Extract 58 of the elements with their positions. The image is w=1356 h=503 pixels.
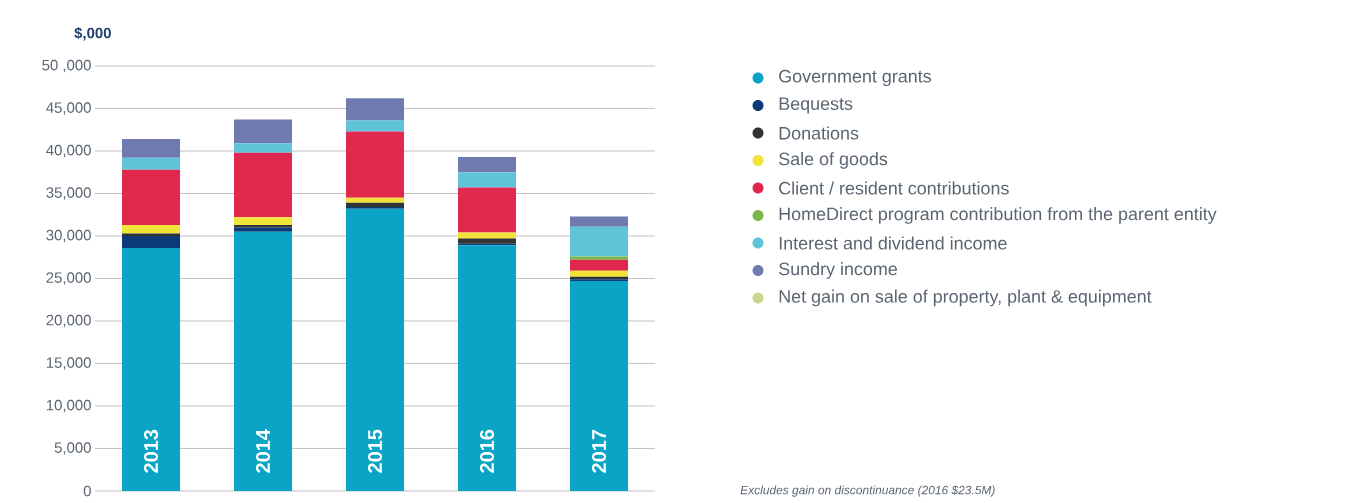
y-tick-label: 20,000 [46, 314, 91, 328]
bar [458, 232, 517, 239]
y-tick-label: 40,000 [46, 144, 91, 158]
bar [570, 216, 629, 227]
bar [122, 235, 181, 248]
y-tick-label: 45,000 [46, 102, 91, 115]
y-tick-label: 5,000 [54, 442, 91, 455]
bar [122, 233, 181, 236]
bar [122, 169, 181, 225]
bar [346, 202, 405, 208]
x-tick-label: 2016 [479, 429, 495, 473]
bar [458, 156, 517, 173]
bar [234, 217, 293, 225]
legend-label: Sundry income [779, 262, 897, 279]
bar [122, 139, 181, 158]
bar [234, 152, 293, 218]
bar [234, 227, 293, 232]
bar [458, 238, 517, 244]
bar [346, 120, 405, 132]
bar [122, 247, 181, 491]
y-tick-label: 30,000 [46, 229, 91, 243]
x-tick-label: 2015 [367, 429, 383, 473]
bar [346, 98, 405, 121]
y-tick-label: 0 [83, 485, 91, 497]
bar [346, 197, 405, 203]
y-tick-label: 25,000 [46, 272, 91, 285]
y-tick-label: 35,000 [46, 187, 91, 200]
y-axis-title: $,000 [74, 27, 111, 41]
bar [458, 187, 517, 233]
bar [570, 259, 629, 271]
legend-label: Donations [779, 126, 859, 140]
bar [234, 119, 293, 144]
legend-label: Government grants [779, 69, 932, 87]
bar [570, 256, 629, 260]
legend-label: HomeDirect program contribution from the parent entity [779, 207, 1217, 224]
x-tick-label: 2017 [591, 430, 607, 473]
bar [234, 143, 293, 153]
bar [570, 226, 629, 257]
text: Excludes gain on discontinuance (2016 $23.5M) [740, 485, 995, 497]
bar [570, 270, 629, 277]
legend-label: Client / resident contributions [779, 181, 1009, 195]
x-tick-label: 2013 [143, 429, 159, 473]
bar [458, 245, 517, 491]
y-tick-label: 15,000 [46, 357, 91, 370]
bar [346, 208, 405, 491]
bar [122, 224, 181, 234]
bar [122, 157, 181, 170]
legend-label: Net gain on sale of property, plant & equipment [779, 289, 1152, 307]
bar [458, 172, 517, 188]
legend-label: Interest and dividend income [779, 236, 1007, 250]
x-tick-label: 2014 [255, 429, 271, 473]
y-tick-label: 50 ,000 [42, 59, 91, 73]
bar [234, 231, 293, 491]
legend-label: Sale of goods [779, 152, 888, 169]
bar [570, 281, 629, 491]
legend-label: Bequests [779, 97, 853, 114]
y-tick-label: 10,000 [46, 399, 91, 413]
bar [346, 131, 405, 198]
